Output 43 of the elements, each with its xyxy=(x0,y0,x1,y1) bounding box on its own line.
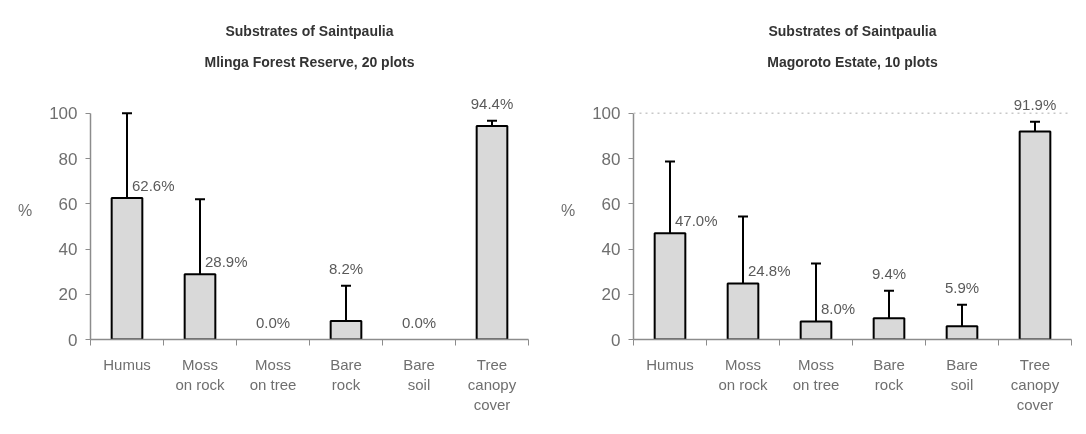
y-tick-label: 0 xyxy=(611,330,621,350)
data-label: 9.4% xyxy=(871,264,907,282)
chart-subtitle: Magoroto Estate, 10 plots xyxy=(767,53,938,70)
y-tick-label: 40 xyxy=(58,240,78,260)
data-label: 0.0% xyxy=(401,313,437,331)
data-label: 8.0% xyxy=(821,300,856,318)
data-label: 5.9% xyxy=(944,278,980,296)
data-label: 91.9% xyxy=(1013,95,1057,113)
x-tick-label: Moss on tree xyxy=(792,355,840,393)
x-tick-label: Bare rock xyxy=(873,355,905,393)
y-tick-label: 0 xyxy=(68,330,78,350)
data-label: 47.0% xyxy=(675,212,718,230)
y-tick-label: 20 xyxy=(601,285,621,305)
data-label: 62.6% xyxy=(132,176,175,194)
data-label: 24.8% xyxy=(748,262,791,280)
x-tick-label: Bare soil xyxy=(946,355,978,393)
chart-subtitle: Mlinga Forest Reserve, 20 plots xyxy=(204,53,415,70)
x-tick-label: Bare rock xyxy=(330,355,362,393)
data-label: 94.4% xyxy=(470,94,514,112)
x-tick-label: Tree canopy cover xyxy=(467,355,517,414)
y-tick-label: 80 xyxy=(601,149,621,169)
x-tick-label: Humus xyxy=(646,355,694,373)
chart-title: Substrates of Saintpaulia xyxy=(768,23,937,39)
y-tick-label: 80 xyxy=(58,149,78,169)
x-tick-label: Tree canopy cover xyxy=(1010,355,1060,414)
y-axis-title: % xyxy=(560,201,576,219)
y-tick-label: 60 xyxy=(601,194,621,214)
x-tick-label: Humus xyxy=(103,355,151,373)
x-tick-label: Bare soil xyxy=(403,355,435,393)
x-tick-label: Moss on rock xyxy=(175,355,226,393)
x-tick-label: Moss on rock xyxy=(718,355,769,393)
x-tick-label: Moss on tree xyxy=(249,355,297,393)
y-axis-title: % xyxy=(17,201,33,219)
chart-title: Substrates of Saintpaulia xyxy=(225,23,394,39)
data-label: 8.2% xyxy=(328,259,364,277)
y-tick-label: 100 xyxy=(49,104,78,124)
bar xyxy=(475,124,509,340)
y-tick-label: 20 xyxy=(58,285,78,305)
data-label: 0.0% xyxy=(255,313,291,331)
data-label: 28.9% xyxy=(205,253,248,271)
y-tick-label: 40 xyxy=(601,240,621,260)
y-tick-label: 60 xyxy=(58,194,78,214)
y-tick-label: 100 xyxy=(592,104,621,124)
